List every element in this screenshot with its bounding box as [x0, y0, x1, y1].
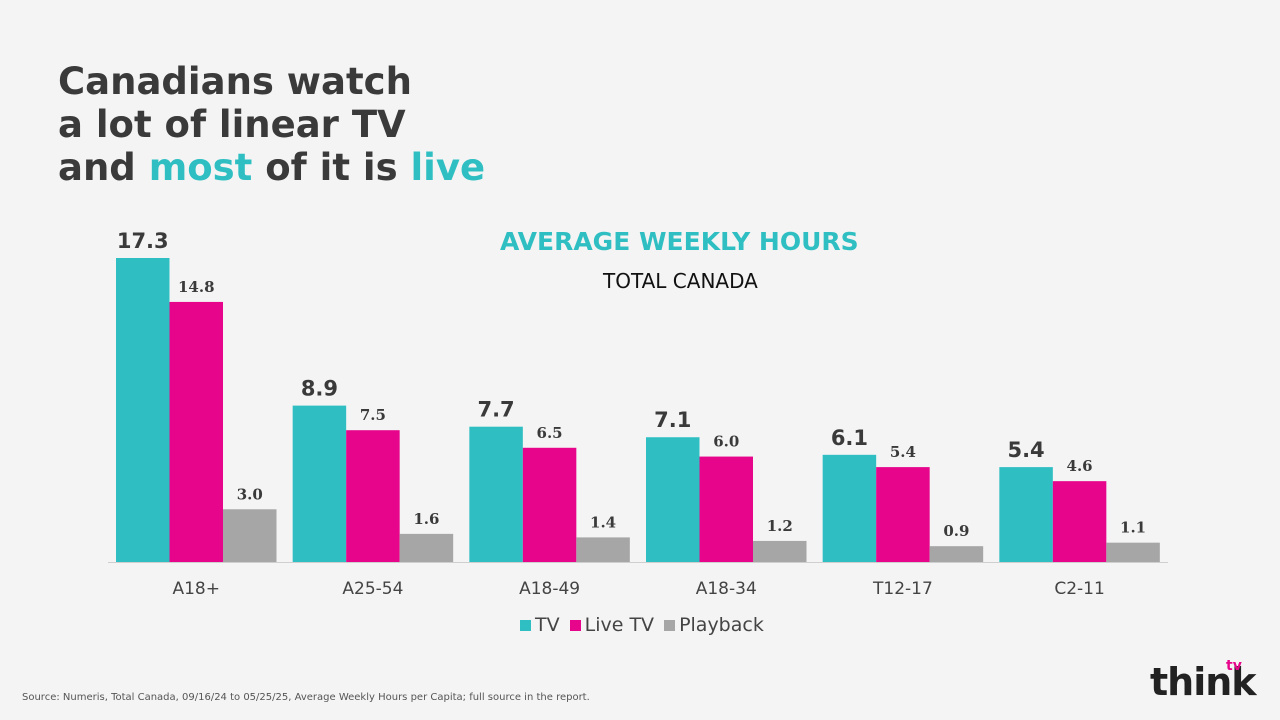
legend-swatch-tv	[520, 619, 531, 631]
bar-live-tv	[522, 447, 577, 562]
legend-swatch-live-tv	[569, 619, 581, 631]
bar-live-tv	[346, 430, 400, 562]
bar-tv	[822, 454, 877, 562]
legend-swatch-playback	[664, 619, 676, 631]
data-label-live-tv: 5.4	[890, 443, 916, 461]
bar-tv	[999, 467, 1053, 562]
legend-label-live-tv: Live TV	[584, 614, 655, 636]
legend-item-playback: Playback	[664, 614, 764, 636]
bar-playback	[929, 546, 984, 562]
bar-live-tv	[699, 456, 753, 562]
data-label-tv: 7.7	[477, 398, 514, 422]
x-tick-label: C2-11	[1054, 579, 1104, 599]
data-label-playback: 1.4	[590, 513, 616, 531]
headline-accent-live: live	[410, 146, 486, 189]
bar-playback	[753, 540, 807, 562]
bar-tv	[116, 258, 170, 562]
legend-label-tv: TV	[535, 614, 560, 636]
data-label-playback: 1.6	[413, 510, 439, 528]
chart-title: AVERAGE WEEKLY HOURS	[500, 227, 859, 256]
x-tick-label: A18+	[172, 579, 220, 599]
data-label-tv: 7.1	[654, 408, 691, 432]
data-label-live-tv: 14.8	[178, 278, 215, 296]
think-tv-logo-sup: tv	[1226, 658, 1242, 674]
bar-live-tv	[876, 467, 930, 562]
chart-subtitle: TOTAL CANADA	[603, 269, 758, 293]
headline-line-3: and most of it is live	[58, 146, 485, 189]
data-label-tv: 5.4	[1007, 438, 1044, 462]
source-note: Source: Numeris, Total Canada, 09/16/24 …	[22, 692, 590, 703]
data-label-playback: 1.1	[1120, 519, 1146, 537]
x-tick-label: T12-17	[872, 579, 933, 599]
bar-live-tv	[1052, 481, 1107, 562]
bar-live-tv	[169, 301, 223, 562]
chart-legend: TV Live TV Playback	[520, 614, 774, 636]
headline: Canadians watch a lot of linear TV and m…	[58, 60, 485, 189]
bar-playback	[576, 537, 630, 562]
x-tick-label: A25-54	[342, 579, 403, 599]
bar-tv	[292, 405, 347, 562]
headline-accent-most: most	[148, 146, 253, 189]
headline-text: and	[58, 146, 149, 189]
think-tv-logo: think	[1150, 660, 1257, 704]
headline-line-2: a lot of linear TV	[58, 103, 406, 146]
bar-tv	[646, 437, 700, 562]
x-tick-label: A18-34	[696, 579, 757, 599]
data-label-tv: 17.3	[117, 229, 169, 253]
x-tick-label: A18-49	[519, 579, 580, 599]
bar-tv	[469, 426, 523, 562]
data-label-tv: 6.1	[831, 426, 868, 450]
data-label-tv: 8.9	[301, 377, 338, 401]
bar-playback	[223, 509, 277, 562]
data-label-playback: 0.9	[943, 522, 969, 540]
data-label-playback: 3.0	[237, 485, 263, 503]
headline-text: of it is	[252, 146, 411, 189]
headline-line-1: Canadians watch	[58, 60, 412, 103]
legend-item-live-tv: Live TV	[569, 614, 655, 636]
data-label-live-tv: 6.5	[537, 424, 563, 442]
data-label-live-tv: 7.5	[360, 406, 386, 424]
data-label-playback: 1.2	[767, 517, 793, 535]
data-label-live-tv: 6.0	[713, 433, 739, 451]
bar-playback	[399, 533, 454, 562]
bar-playback	[1106, 542, 1160, 562]
data-label-live-tv: 4.6	[1067, 457, 1093, 475]
legend-label-playback: Playback	[679, 614, 764, 636]
legend-item-tv: TV	[520, 614, 560, 636]
